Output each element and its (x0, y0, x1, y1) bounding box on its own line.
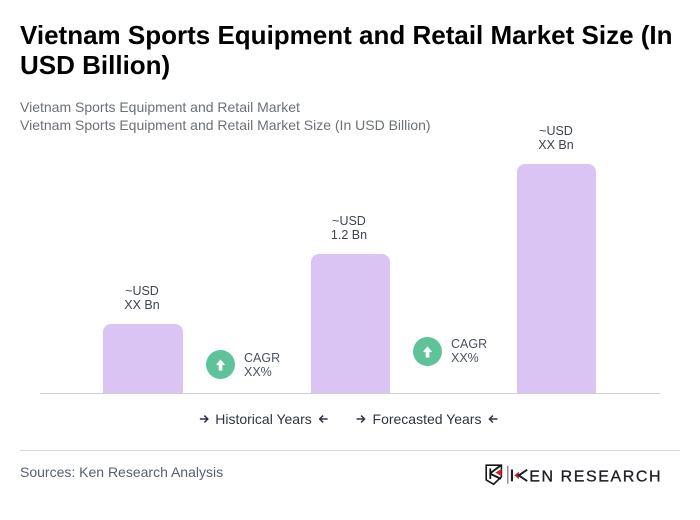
svg-text:EN RESEARCH: EN RESEARCH (529, 468, 662, 485)
